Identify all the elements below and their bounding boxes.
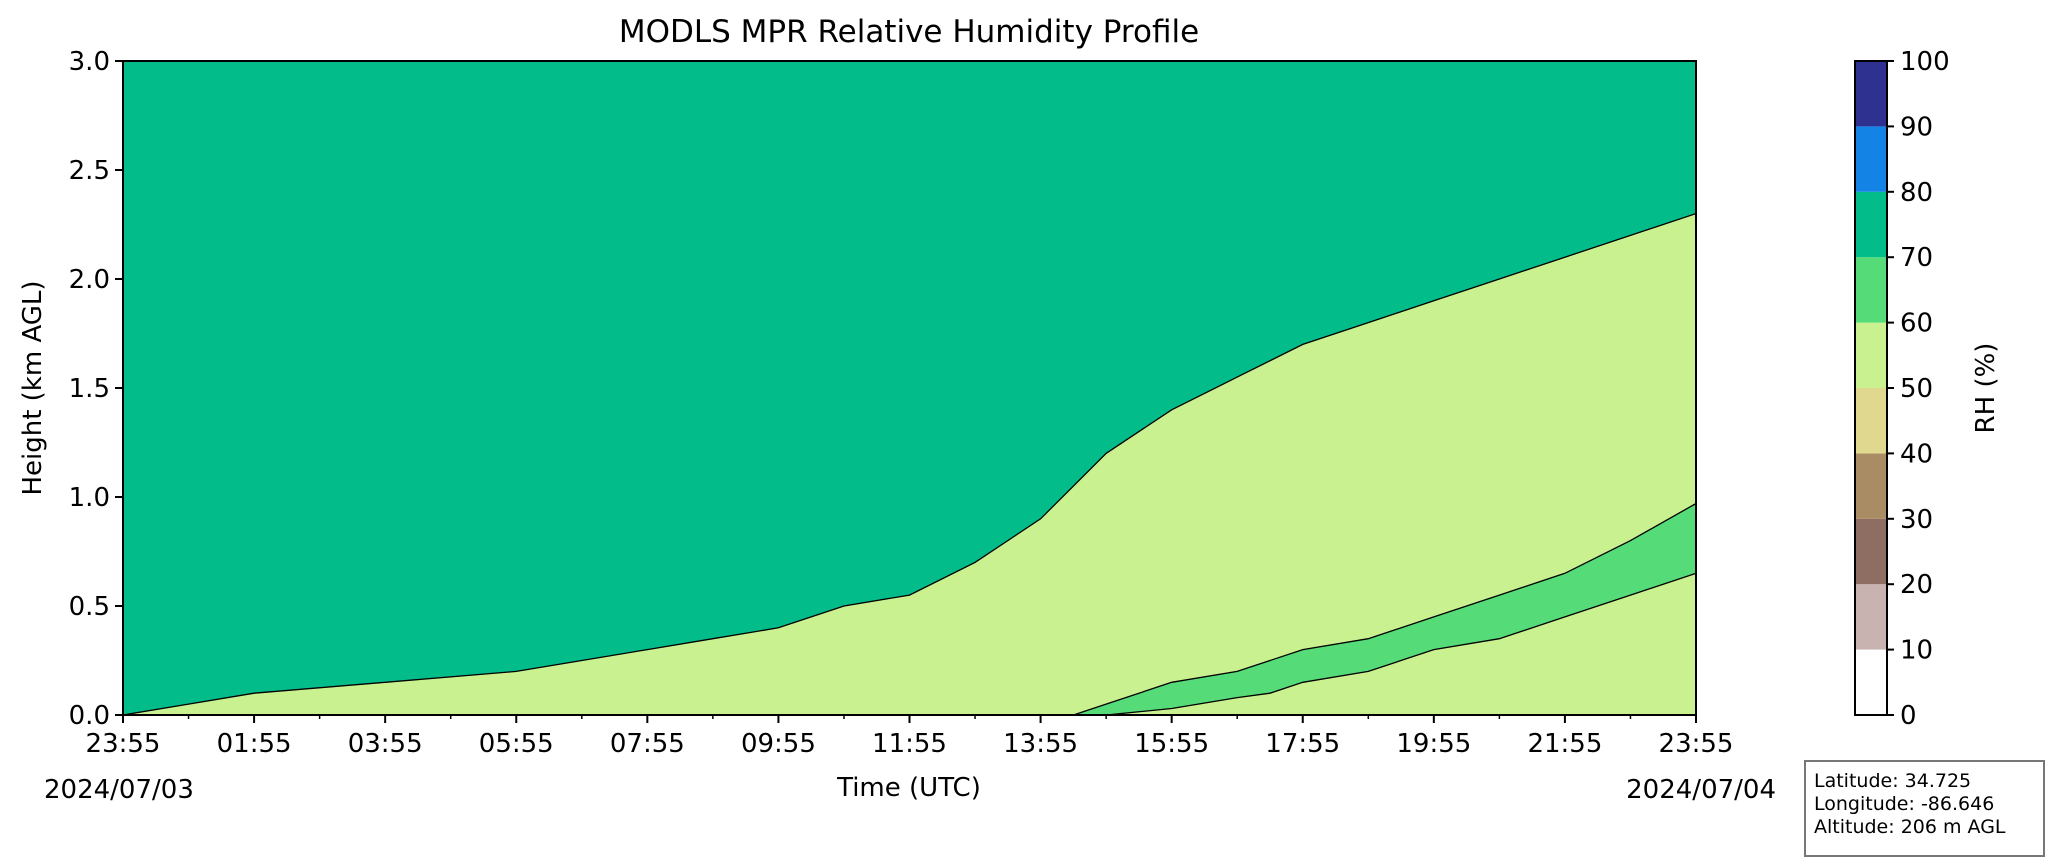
- colorbar-tick-label: 10: [1900, 636, 1933, 666]
- x-tick-label: 01:55: [217, 729, 292, 759]
- y-tick-label: 2.5: [69, 156, 110, 186]
- longitude-text: Longitude: -86.646: [1814, 793, 1995, 815]
- end-date-label: 2024/07/04: [1626, 775, 1776, 805]
- y-tick-label: 0.0: [69, 701, 110, 731]
- x-tick-label: 21:55: [1527, 729, 1602, 759]
- x-tick-label: 07:55: [610, 729, 685, 759]
- colorbar-segment: [1855, 388, 1887, 454]
- x-tick-label: 13:55: [1003, 729, 1078, 759]
- y-tick-label: 0.5: [69, 592, 110, 622]
- latitude-text: Latitude: 34.725: [1814, 770, 1972, 792]
- contour-band-90: [1106, 572, 1696, 715]
- x-tick-label: 23:55: [1659, 729, 1734, 759]
- y-tick-label: 2.0: [69, 265, 110, 295]
- y-axis-label: Height (km AGL): [18, 280, 48, 495]
- y-tick-label: 1.0: [69, 483, 110, 513]
- y-axis: 0.0 0.5 1.0 1.5 2.0 2.5 3.0: [69, 47, 123, 731]
- colorbar-tick-label: 90: [1900, 112, 1933, 142]
- x-axis: 23:55 01:55 03:55 05:55 07:55 09:55 11:55 13:55…: [86, 715, 1734, 759]
- colorbar-segment: [1855, 322, 1887, 388]
- altitude-text: Altitude: 206 m AGL: [1814, 816, 2006, 838]
- colorbar-tick-label: 100: [1900, 47, 1950, 77]
- colorbar-tick-label: 60: [1900, 309, 1933, 339]
- x-tick-label: 17:55: [1265, 729, 1340, 759]
- x-tick-label: 15:55: [1134, 729, 1209, 759]
- colorbar-segment: [1855, 257, 1887, 323]
- y-tick-label: 3.0: [69, 47, 110, 77]
- colorbar-segment: [1855, 61, 1887, 127]
- x-axis-label: Time (UTC): [836, 773, 981, 803]
- colorbar-tick-label: 30: [1900, 505, 1933, 535]
- colorbar-tick-label: 20: [1900, 570, 1933, 600]
- colorbar: 0 10 20 30 40 50 60 70 80 90 100: [1854, 47, 1950, 731]
- colorbar-tick-label: 80: [1900, 178, 1933, 208]
- colorbar-segment: [1855, 126, 1887, 192]
- x-tick-label: 05:55: [479, 729, 554, 759]
- colorbar-segment: [1855, 518, 1887, 585]
- x-tick-label: 09:55: [741, 729, 816, 759]
- x-tick-label: 03:55: [348, 729, 423, 759]
- contour-field: [123, 61, 1696, 715]
- colorbar-label: RH (%): [1971, 343, 2001, 434]
- x-tick-label: 23:55: [86, 729, 161, 759]
- colorbar-segment: [1855, 191, 1887, 258]
- chart-title: MODLS MPR Relative Humidity Profile: [619, 14, 1199, 50]
- colorbar-tick-label: 40: [1900, 439, 1933, 469]
- colorbar-segment: [1855, 584, 1887, 650]
- x-tick-label: 19:55: [1396, 729, 1471, 759]
- colorbar-tick-label: 50: [1900, 374, 1933, 404]
- colorbar-segment: [1855, 649, 1887, 715]
- colorbar-tick-label: 70: [1900, 243, 1933, 273]
- x-tick-label: 11:55: [872, 729, 947, 759]
- colorbar-segment: [1855, 453, 1887, 519]
- station-info-box: Latitude: 34.725 Longitude: -86.646 Alti…: [1804, 760, 2045, 857]
- start-date-label: 2024/07/03: [44, 775, 194, 805]
- colorbar-tick-label: 0: [1900, 701, 1917, 731]
- contour-band-70: [123, 61, 1696, 715]
- y-tick-label: 1.5: [69, 374, 110, 404]
